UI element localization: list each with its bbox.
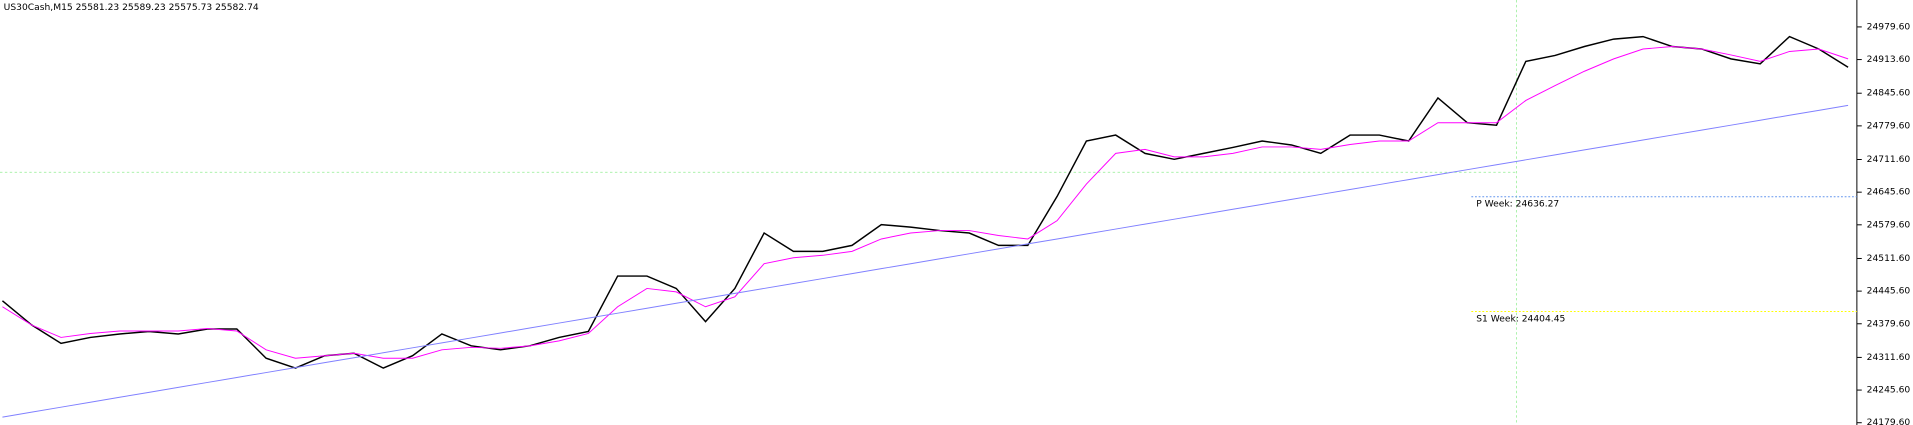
y-tick-label: 24645.60 — [1867, 188, 1911, 198]
y-tick-label: 24979.60 — [1867, 22, 1911, 32]
pivot-label: P Week: 24636.27 — [1476, 200, 1559, 210]
y-tick-label: 24711.60 — [1867, 155, 1911, 165]
price-line — [2, 104, 1849, 418]
pivot-label: S1 Week: 24404.45 — [1476, 314, 1565, 324]
chart-title: US30Cash,M15 25581.23 25589.23 25575.73 … — [4, 3, 259, 13]
y-tick-label: 24579.60 — [1867, 220, 1911, 230]
y-tick-label: 24245.60 — [1867, 386, 1911, 396]
price-line — [2, 46, 1849, 359]
price-line — [1, 35, 1849, 369]
y-tick-label: 24779.60 — [1867, 121, 1911, 131]
y-tick-label: 24845.60 — [1867, 89, 1911, 99]
y-tick-label: 24311.60 — [1867, 353, 1911, 363]
y-tick-label: 24913.60 — [1867, 55, 1911, 65]
y-tick-label: 24179.60 — [1867, 418, 1911, 425]
y-tick-label: 24511.60 — [1867, 254, 1911, 264]
y-tick-label: 24445.60 — [1867, 287, 1911, 297]
y-tick-label: 24379.60 — [1867, 319, 1911, 329]
